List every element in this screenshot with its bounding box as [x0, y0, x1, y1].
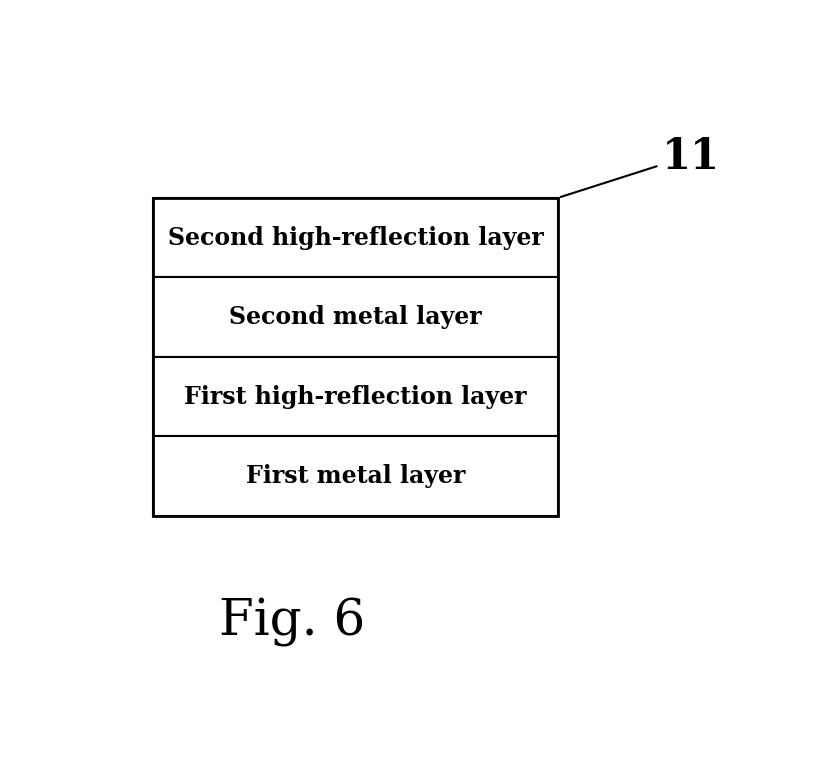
- Text: First metal layer: First metal layer: [246, 464, 465, 488]
- Bar: [153, 356, 558, 436]
- Bar: [153, 198, 558, 278]
- Text: Fig. 6: Fig. 6: [219, 597, 365, 646]
- Text: First high-reflection layer: First high-reflection layer: [184, 385, 527, 409]
- Bar: [153, 436, 558, 516]
- Bar: [153, 198, 558, 516]
- Bar: [153, 278, 558, 356]
- Text: 11: 11: [662, 135, 720, 177]
- Text: Second metal layer: Second metal layer: [229, 305, 482, 329]
- Text: Second high-reflection layer: Second high-reflection layer: [167, 226, 543, 249]
